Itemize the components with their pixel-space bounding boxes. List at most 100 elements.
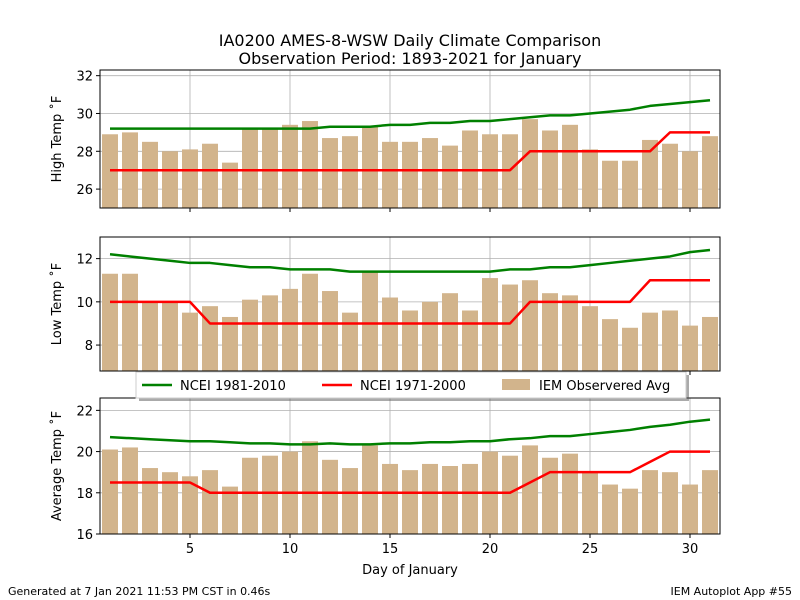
bar-day-8 <box>242 299 258 371</box>
bar-day-15 <box>382 297 398 371</box>
bar-day-14 <box>362 126 378 208</box>
bar-day-4 <box>162 301 178 371</box>
bar-day-13 <box>342 312 358 371</box>
bar-day-14 <box>362 445 378 534</box>
bar-day-4 <box>162 472 178 534</box>
y-tick-label: 32 <box>76 70 93 85</box>
y-tick-label: 30 <box>76 107 93 122</box>
bar-day-1 <box>102 273 118 371</box>
bar-day-22 <box>522 280 538 371</box>
bar-day-12 <box>322 459 338 534</box>
bar-day-9 <box>262 128 278 208</box>
line-ncei-1971-2000 <box>110 278 710 325</box>
x-tick-label: 20 <box>482 542 499 557</box>
plot-frame <box>99 236 721 372</box>
x-tick-label: 5 <box>186 542 194 557</box>
bar-day-23 <box>542 293 558 371</box>
y-tick-label: 20 <box>76 446 93 461</box>
bar-day-10 <box>282 288 298 371</box>
bar-day-18 <box>442 293 458 371</box>
bar-day-27 <box>622 160 638 208</box>
bar-day-16 <box>402 141 418 208</box>
bar-day-26 <box>602 319 618 371</box>
legend-label-iem-observed: IEM Observered Avg <box>539 379 670 394</box>
line-ncei-1981-2010 <box>109 418 711 446</box>
average-temp-panel: 16 18 20 22 5 10 15 20 25 30 Average Temp ˚F Day of… <box>49 397 721 578</box>
bar-day-15 <box>382 463 398 534</box>
y-tick-label: 26 <box>76 183 93 198</box>
low-temp-panel: 8 10 12 Low Temp ˚F <box>49 236 721 375</box>
bar-day-12 <box>322 291 338 371</box>
y-tick-label: 8 <box>85 339 93 354</box>
x-tick-label: 10 <box>282 542 299 557</box>
bar-day-8 <box>242 128 258 208</box>
bar-day-22 <box>522 445 538 534</box>
bar-day-28 <box>642 312 658 371</box>
bar-day-30 <box>682 484 698 534</box>
legend-frame <box>135 371 687 399</box>
legend-label-ncei-1971-2000: NCEI 1971-2000 <box>360 379 466 394</box>
bar-day-3 <box>142 301 158 371</box>
y-tick-label: 28 <box>76 145 93 160</box>
bar-day-19 <box>462 463 478 534</box>
bar-day-24 <box>562 295 578 371</box>
bar-day-22 <box>522 119 538 208</box>
plot-frame <box>99 69 721 209</box>
bar-day-3 <box>142 141 158 208</box>
bar-day-24 <box>562 453 578 534</box>
bar-day-15 <box>382 141 398 208</box>
bar-day-27 <box>622 327 638 371</box>
bar-day-7 <box>222 162 238 208</box>
footer-app-text: IEM Autoplot App #55 <box>671 585 793 598</box>
bar-day-12 <box>322 138 338 208</box>
bar-day-23 <box>542 457 558 534</box>
bar-day-13 <box>342 136 358 208</box>
bar-day-24 <box>562 124 578 208</box>
y-tick-label: 16 <box>76 528 93 543</box>
legend-swatch-iem-observed <box>502 379 530 390</box>
bar-day-26 <box>602 160 618 208</box>
bar-day-31 <box>702 316 718 371</box>
bar-day-8 <box>242 457 258 534</box>
bar-day-31 <box>702 136 718 208</box>
bar-day-9 <box>262 455 278 534</box>
x-tick-label: 30 <box>682 542 699 557</box>
x-tick-label: 15 <box>382 542 399 557</box>
bar-day-28 <box>642 470 658 534</box>
bar-day-2 <box>122 447 138 534</box>
bar-day-17 <box>422 301 438 371</box>
bar-day-7 <box>222 486 238 534</box>
chart-title-line2: Observation Period: 1893-2021 for Januar… <box>239 49 582 68</box>
bar-day-5 <box>182 312 198 371</box>
y-tick-label: 18 <box>76 487 93 502</box>
bar-day-30 <box>682 151 698 208</box>
line-ncei-1971-2000 <box>110 131 710 172</box>
bar-day-28 <box>642 139 658 208</box>
bar-day-16 <box>402 470 418 534</box>
bar-day-9 <box>262 295 278 371</box>
bar-day-10 <box>282 124 298 208</box>
bar-day-21 <box>502 455 518 534</box>
high-temp-panel: 26 28 30 32 High Temp ˚F <box>49 69 721 212</box>
bar-day-18 <box>442 145 458 208</box>
bar-day-2 <box>122 273 138 371</box>
y-axis-label: High Temp ˚F <box>49 96 65 183</box>
bar-day-13 <box>342 468 358 534</box>
bar-day-6 <box>202 143 218 208</box>
bar-day-6 <box>202 470 218 534</box>
y-axis-label: Low Temp ˚F <box>49 263 65 346</box>
bar-day-27 <box>622 488 638 534</box>
bar-day-16 <box>402 310 418 371</box>
y-tick-label: 22 <box>76 404 93 419</box>
bar-day-25 <box>582 306 598 371</box>
bar-day-18 <box>442 466 458 534</box>
bar-day-30 <box>682 325 698 371</box>
bar-day-7 <box>222 316 238 371</box>
line-ncei-1981-2010 <box>109 248 711 273</box>
bar-day-14 <box>362 271 378 371</box>
line-ncei-1971-2000 <box>110 450 710 495</box>
bar-day-17 <box>422 463 438 534</box>
chart-legend: NCEI 1981-2010 NCEI 1971-2000 IEM Observ… <box>135 371 689 401</box>
bar-day-1 <box>102 449 118 534</box>
bar-day-5 <box>182 149 198 208</box>
